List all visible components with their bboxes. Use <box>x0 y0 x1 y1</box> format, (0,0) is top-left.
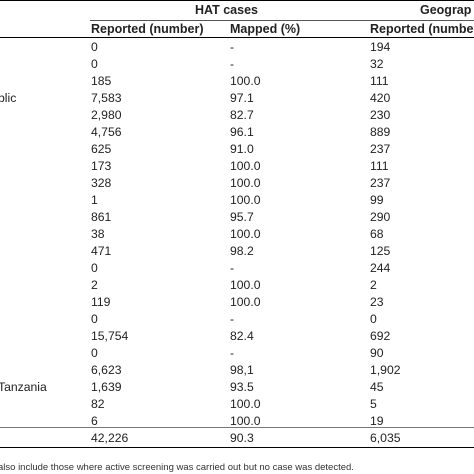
mapped-cell: 100.0 <box>230 193 261 207</box>
reported-cell: 0 <box>91 261 98 275</box>
reported-2-cell: 194 <box>370 40 391 54</box>
reported-cell: 0 <box>91 40 98 54</box>
reported-2-cell: 111 <box>370 159 389 173</box>
reported-2-cell: 68 <box>370 227 384 241</box>
reported-number-header: Reported (number) <box>91 22 204 36</box>
reported-2-cell: 32 <box>370 57 384 71</box>
mapped-cell: - <box>230 346 235 360</box>
reported-2-cell: 237 <box>370 176 391 190</box>
bottom-rule <box>0 447 474 448</box>
mapped-cell: 95.7 <box>230 210 254 224</box>
reported-cell: 0 <box>91 312 98 326</box>
mapped-cell: 93.5 <box>230 380 254 394</box>
reported-cell: 185 <box>91 74 112 88</box>
mapped-cell: 100.0 <box>230 227 261 241</box>
reported-cell: 1 <box>91 193 98 207</box>
mapped-cell: 100.0 <box>230 397 261 411</box>
reported-cell: 0 <box>91 346 98 360</box>
reported-cell: 0 <box>91 57 98 71</box>
reported-2-cell: 2 <box>370 278 377 292</box>
country-label: Tanzania <box>0 380 47 394</box>
mapped-pct-header: Mapped (%) <box>230 22 301 36</box>
reported-cell: 119 <box>91 295 111 309</box>
mapped-cell: - <box>230 261 235 275</box>
reported-cell: 7,583 <box>91 91 122 105</box>
mapped-cell: - <box>230 40 235 54</box>
total-mapped: 90.3 <box>230 431 254 445</box>
mapped-cell: 96.1 <box>230 125 254 139</box>
reported-2-cell: 0 <box>370 312 377 326</box>
mapped-cell: 100.0 <box>230 176 261 190</box>
mapped-cell: 82.7 <box>230 108 254 122</box>
reported-2-cell: 1,902 <box>370 363 401 377</box>
reported-2-cell: 111 <box>370 74 389 88</box>
mapped-cell: 98.2 <box>230 244 254 258</box>
reported-2-cell: 5 <box>370 397 377 411</box>
reported-2-cell: 244 <box>370 261 391 275</box>
country-label: blic <box>0 91 17 105</box>
reported-cell: 328 <box>91 176 112 190</box>
mapped-cell: 82.4 <box>230 329 254 343</box>
reported-cell: 6,623 <box>91 363 122 377</box>
reported-2-cell: 230 <box>370 108 391 122</box>
reported-cell: 2 <box>91 278 98 292</box>
reported-cell: 4,756 <box>91 125 122 139</box>
mapped-cell: - <box>230 57 235 71</box>
mapped-cell: 100.0 <box>230 74 261 88</box>
reported-2-cell: 692 <box>370 329 391 343</box>
reported-2-cell: 19 <box>370 414 384 428</box>
reported-2-cell: 90 <box>370 346 384 360</box>
reported-cell: 82 <box>91 397 105 411</box>
mapped-cell: 100.0 <box>230 278 261 292</box>
mapped-cell: 100.0 <box>230 414 261 428</box>
reported-cell: 6 <box>91 414 98 428</box>
top-rule <box>0 0 474 1</box>
reported-2-cell: 290 <box>370 210 391 224</box>
total-reported-2: 6,035 <box>370 431 401 445</box>
mapped-cell: 97.1 <box>230 91 254 105</box>
geographic-group-header: Geograp <box>420 3 472 17</box>
header-rule <box>0 37 474 38</box>
mapped-cell: 100.0 <box>230 159 261 173</box>
reported-2-cell: 420 <box>370 91 391 105</box>
reported-2-cell: 45 <box>370 380 384 394</box>
reported-cell: 2,980 <box>91 108 122 122</box>
reported-2-cell: 125 <box>370 244 391 258</box>
mapped-cell: 98,1 <box>230 363 254 377</box>
mapped-cell: 100.0 <box>230 295 261 309</box>
mapped-cell: 91.0 <box>230 142 254 156</box>
total-rule <box>0 427 474 428</box>
reported-number-header-2: Reported (number) <box>370 22 474 36</box>
mapped-cell: - <box>230 312 235 326</box>
reported-cell: 625 <box>91 142 112 156</box>
reported-2-cell: 99 <box>370 193 384 207</box>
reported-2-cell: 237 <box>370 142 391 156</box>
footnote: also include those where active screenin… <box>0 462 354 473</box>
reported-cell: 173 <box>91 159 112 173</box>
total-reported: 42,226 <box>91 431 129 445</box>
group-header-underline <box>90 20 474 21</box>
reported-cell: 15,754 <box>91 329 129 343</box>
reported-cell: 471 <box>91 244 112 258</box>
reported-cell: 1,639 <box>91 380 122 394</box>
reported-cell: 861 <box>91 210 112 224</box>
reported-2-cell: 23 <box>370 295 384 309</box>
reported-2-cell: 889 <box>370 125 391 139</box>
hat-cases-group-header: HAT cases <box>195 3 258 17</box>
reported-cell: 38 <box>91 227 105 241</box>
